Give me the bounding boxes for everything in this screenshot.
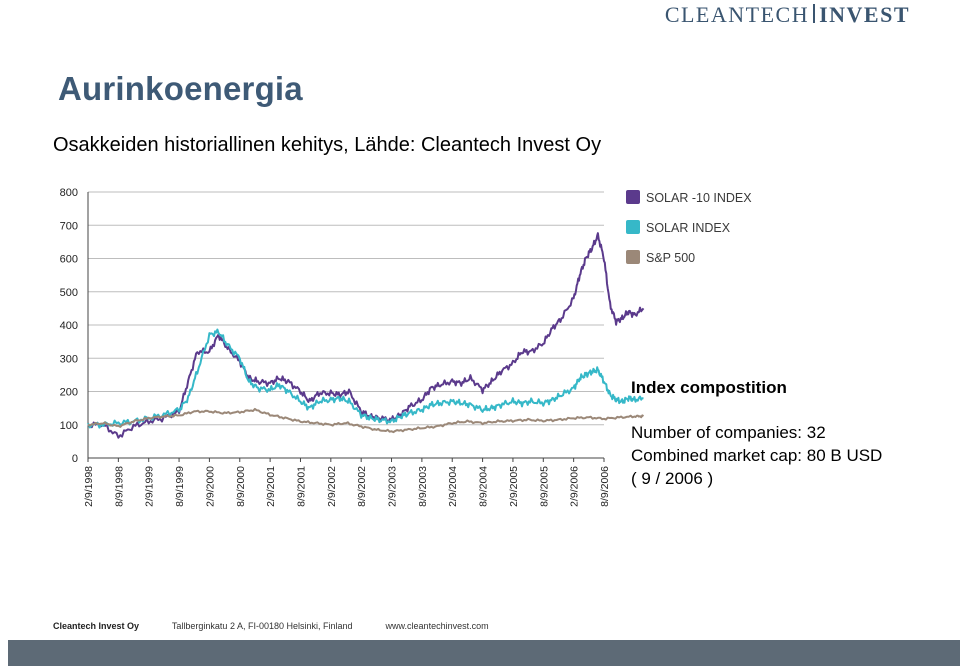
x-tick-label: 2/9/1998: [83, 466, 95, 507]
y-tick-label: 700: [60, 220, 78, 232]
x-tick-label: 8/9/2005: [538, 466, 550, 507]
y-tick-label: 0: [72, 453, 78, 465]
logo-separator: [813, 4, 816, 23]
x-tick-label: 2/9/1999: [144, 466, 156, 507]
x-tick-label: 2/9/2000: [204, 466, 216, 507]
x-tick-label: 2/9/2005: [508, 466, 520, 507]
legend-label: SOLAR -10 INDEX: [646, 191, 752, 205]
slide-title: Aurinkoenergia: [58, 70, 303, 107]
market-cap: Combined market cap: 80 B USD: [631, 446, 883, 465]
x-tick-label: 8/9/1999: [174, 466, 186, 507]
footer: Cleantech Invest Oy Tallberginkatu 2 A, …: [53, 621, 489, 631]
x-tick-label: 8/9/2000: [235, 466, 247, 507]
y-tick-label: 500: [60, 287, 78, 299]
footer-company: Cleantech Invest Oy: [53, 621, 140, 631]
legend-swatch: [626, 190, 640, 204]
x-tick-label: 8/9/2006: [599, 466, 611, 507]
y-tick-label: 100: [60, 420, 78, 432]
legend-swatch: [626, 220, 640, 234]
y-tick-label: 200: [60, 387, 78, 399]
x-tick-label: 2/9/2002: [326, 466, 338, 507]
index-chart: 0 100 200 300 400 500 600 700 800 2/9/1998 8/9/199…: [50, 172, 762, 524]
series-line: [87, 232, 645, 439]
y-tick-label: 800: [60, 187, 78, 199]
x-tick-label: 8/9/1998: [113, 466, 125, 507]
x-tick-label: 2/9/2003: [387, 466, 399, 507]
company-logo: CLEANTECH INVEST: [665, 2, 910, 28]
x-tick-label: 8/9/2001: [295, 466, 307, 507]
y-tick-label: 600: [60, 254, 78, 266]
x-tick-label: 2/9/2006: [569, 466, 581, 507]
x-tick-label: 2/9/2004: [447, 466, 459, 507]
series-line: [87, 328, 644, 429]
footer-web[interactable]: www.cleantechinvest.com: [385, 621, 489, 631]
y-tick-label: 400: [60, 320, 78, 332]
x-tick-label: 8/9/2002: [356, 466, 368, 507]
logo-text-cleantech: CLEANTECH: [664, 2, 810, 27]
composition-heading: Index compostition: [631, 378, 787, 397]
y-tick-label: 300: [60, 353, 78, 365]
companies-count: Number of companies: 32: [631, 423, 826, 442]
footer-address: Tallberginkatu 2 A, FI-00180 Helsinki, F…: [171, 621, 353, 631]
x-tick-label: 2/9/2001: [265, 466, 277, 507]
slide-subtitle: Osakkeiden historiallinen kehitys, Lähde…: [53, 134, 602, 156]
legend-label: SOLAR INDEX: [646, 221, 731, 235]
x-tick-label: 8/9/2004: [478, 466, 490, 507]
x-tick-label: 8/9/2003: [417, 466, 429, 507]
composition-date: ( 9 / 2006 ): [631, 469, 714, 488]
series-line: [87, 407, 645, 434]
legend-swatch: [626, 250, 640, 264]
footer-bar: [0, 640, 960, 666]
line-chart-svg: 0 100 200 300 400 500 600 700 800 2/9/1998 8/9/199…: [60, 187, 753, 507]
logo-text-invest: INVEST: [819, 2, 910, 27]
legend-label: S&P 500: [646, 251, 695, 265]
